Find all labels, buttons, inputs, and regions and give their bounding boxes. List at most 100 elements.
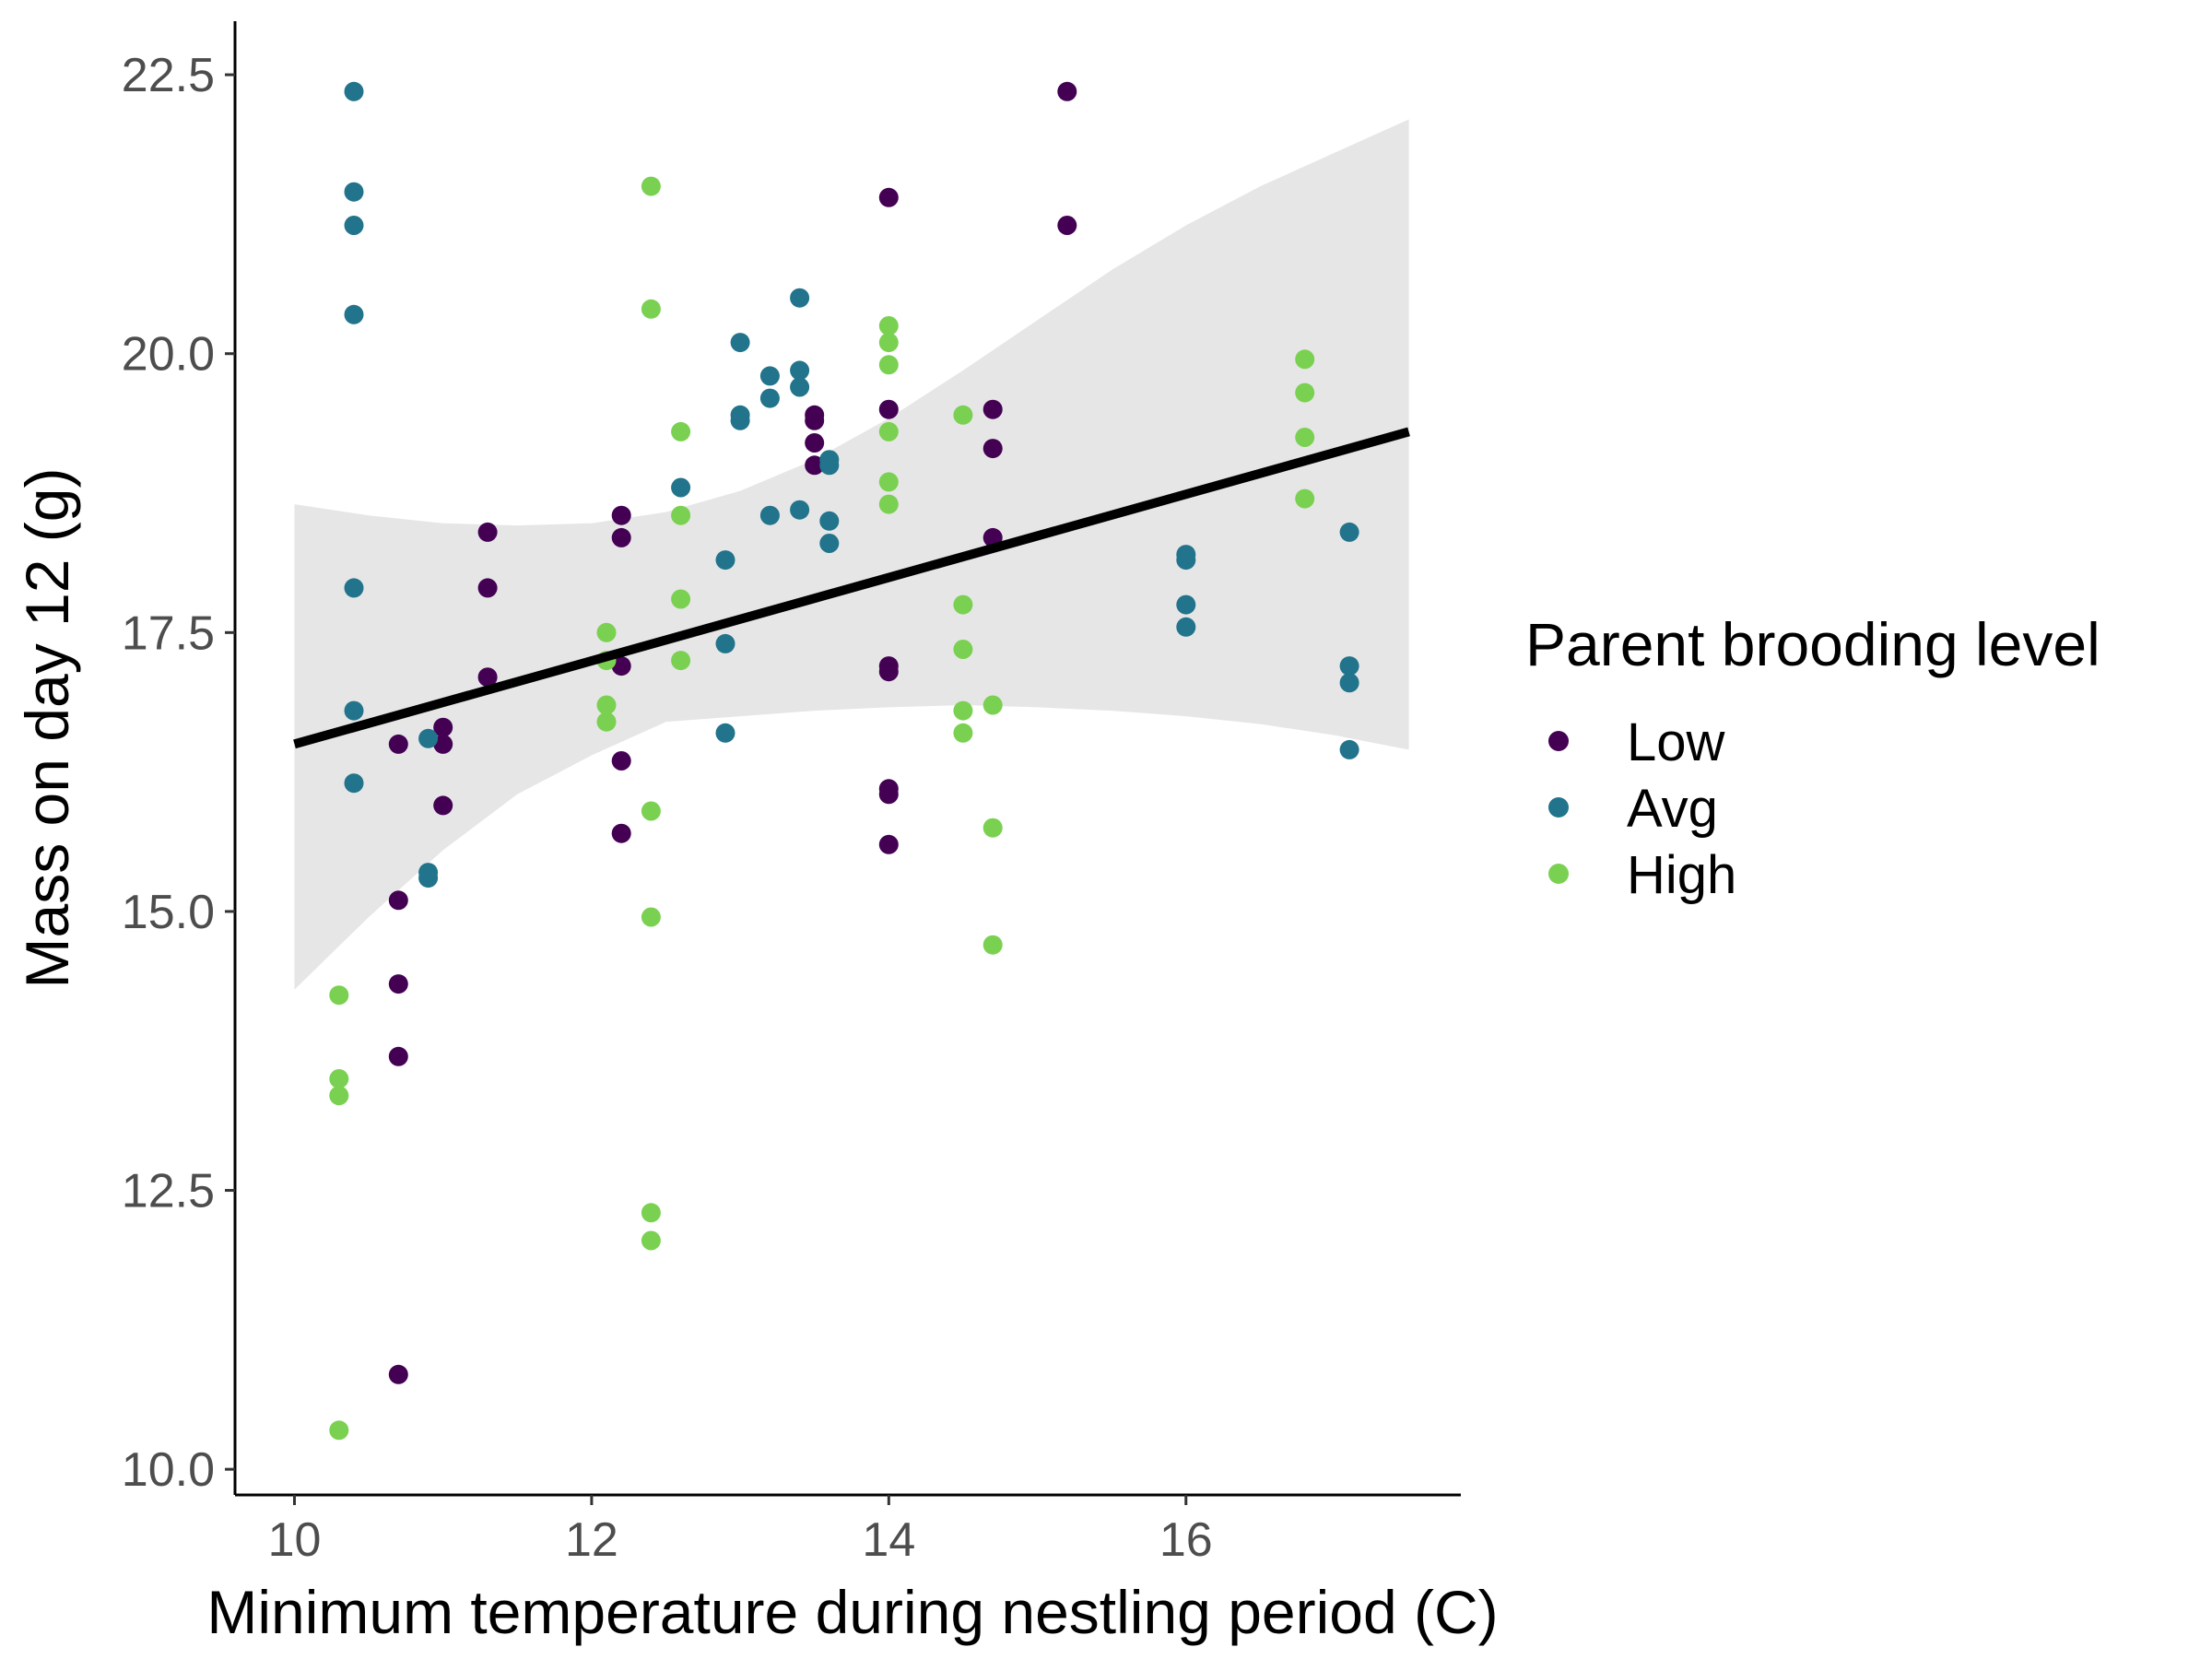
y-tick-label: 10.0	[122, 1443, 215, 1497]
point-low-11	[611, 505, 631, 525]
point-avg-14	[730, 333, 750, 353]
point-avg-35	[1339, 739, 1359, 759]
legend-label-low: Low	[1627, 712, 1726, 772]
point-avg-20	[790, 288, 810, 308]
point-low-19	[805, 455, 825, 476]
legend-key-low	[1548, 731, 1569, 751]
x-axis-title: Minimum temperature during nestling peri…	[206, 1578, 1498, 1646]
point-avg-3	[344, 304, 364, 324]
point-avg-7	[418, 728, 439, 748]
point-avg-18	[759, 388, 780, 408]
point-avg-22	[790, 377, 810, 397]
point-low-15	[611, 823, 631, 843]
legend-key-avg	[1548, 797, 1569, 818]
point-low-7	[433, 795, 453, 816]
data-points	[329, 81, 1359, 1441]
point-avg-32	[1339, 522, 1359, 542]
point-avg-4	[344, 578, 364, 598]
point-low-4	[388, 1364, 408, 1384]
point-avg-12	[715, 633, 735, 653]
point-avg-34	[1339, 673, 1359, 693]
y-tick-label: 12.5	[122, 1165, 215, 1218]
point-high-4	[596, 622, 617, 642]
point-high-11	[641, 907, 661, 927]
point-high-27	[953, 700, 973, 721]
point-low-3	[388, 1046, 408, 1066]
point-avg-10	[671, 477, 691, 498]
point-low-28	[982, 439, 1003, 459]
point-high-7	[596, 712, 617, 732]
point-high-2	[329, 1086, 349, 1106]
point-low-23	[878, 662, 899, 682]
point-high-18	[878, 316, 899, 335]
point-low-26	[878, 834, 899, 854]
confidence-band	[294, 119, 1409, 990]
point-low-13	[611, 656, 631, 677]
point-low-10	[477, 667, 498, 688]
point-avg-5	[344, 700, 364, 721]
point-high-13	[641, 1230, 661, 1251]
point-avg-26	[819, 511, 840, 531]
y-axis-ticks: 10.0 12.5 15.0 17.5 20.0 22.5	[122, 49, 235, 1497]
x-axis-ticks: 10 12 14 16	[268, 1495, 1213, 1567]
y-tick-label: 17.5	[122, 606, 215, 660]
legend: Parent brooding level Low Avg High	[1525, 610, 2100, 905]
point-avg-17	[759, 366, 780, 386]
y-tick-label: 22.5	[122, 49, 215, 102]
point-high-10	[641, 801, 661, 821]
point-high-0	[329, 985, 349, 1006]
point-high-34	[1295, 428, 1315, 447]
point-high-33	[1295, 382, 1315, 403]
point-avg-25	[819, 455, 840, 476]
x-tick-label: 12	[565, 1513, 618, 1567]
legend-title: Parent brooding level	[1525, 610, 2100, 678]
point-low-2	[388, 974, 408, 994]
x-tick-label: 14	[862, 1513, 915, 1567]
point-avg-0	[344, 81, 364, 101]
point-avg-16	[730, 410, 750, 430]
point-low-5	[433, 717, 453, 737]
point-high-9	[641, 299, 661, 319]
point-high-28	[953, 723, 973, 743]
point-low-17	[805, 410, 825, 430]
fit-line	[293, 427, 1410, 749]
point-high-24	[953, 405, 973, 425]
point-high-32	[1295, 349, 1315, 370]
point-high-23	[878, 494, 899, 514]
point-high-31	[982, 935, 1003, 955]
point-low-1	[388, 890, 408, 911]
point-avg-1	[344, 182, 364, 202]
point-high-15	[671, 505, 691, 525]
point-avg-2	[344, 216, 364, 235]
point-low-25	[878, 784, 899, 805]
point-high-20	[878, 355, 899, 375]
point-avg-23	[790, 500, 810, 520]
point-avg-19	[759, 505, 780, 525]
point-avg-31	[1176, 617, 1196, 637]
point-high-19	[878, 333, 899, 353]
point-low-8	[477, 522, 498, 542]
point-low-18	[805, 433, 825, 453]
point-low-9	[477, 578, 498, 598]
point-high-16	[671, 589, 691, 609]
point-high-30	[982, 818, 1003, 838]
point-avg-30	[1176, 594, 1196, 615]
point-low-0	[388, 734, 408, 754]
y-tick-label: 15.0	[122, 886, 215, 939]
point-high-1	[329, 1069, 349, 1088]
x-tick-label: 10	[268, 1513, 322, 1567]
point-high-6	[596, 695, 617, 715]
y-axis-title: Mass on day 12 (g)	[13, 468, 81, 989]
point-avg-33	[1339, 656, 1359, 677]
legend-label-high: High	[1627, 845, 1736, 905]
point-high-12	[641, 1203, 661, 1223]
point-avg-9	[418, 868, 439, 888]
point-high-8	[641, 176, 661, 196]
legend-label-avg: Avg	[1627, 779, 1718, 839]
point-high-29	[982, 695, 1003, 715]
x-tick-label: 16	[1159, 1513, 1213, 1567]
point-avg-11	[715, 550, 735, 571]
point-avg-29	[1176, 550, 1196, 571]
point-low-12	[611, 527, 631, 547]
